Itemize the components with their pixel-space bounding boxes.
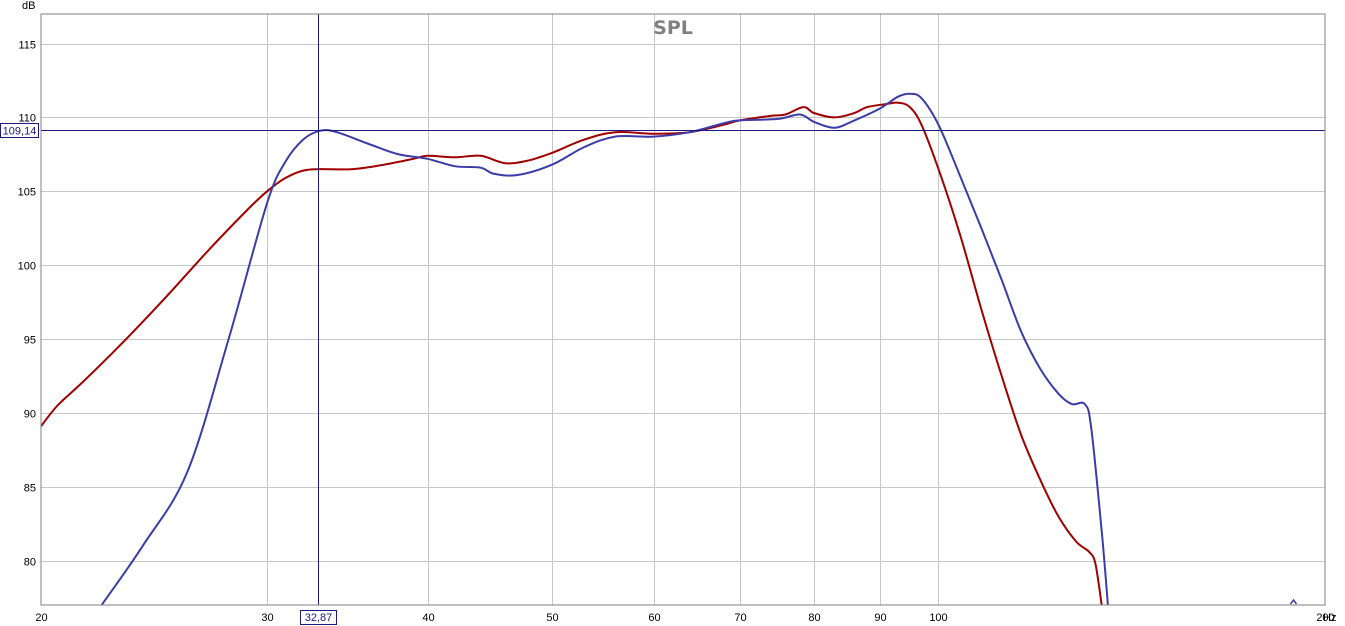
cursor[interactable]: 109,14 32,87 bbox=[0, 14, 1326, 625]
series-line-1 bbox=[41, 101, 1103, 605]
y-tick-label: 90 bbox=[24, 409, 36, 421]
x-tick-label: 90 bbox=[874, 612, 886, 624]
y-tick-label: 115 bbox=[18, 40, 36, 52]
x-axis-ticks: 20 30 40 50 60 70 80 90 100 200 bbox=[35, 612, 1334, 624]
y-axis-unit: dB bbox=[22, 0, 35, 12]
y-tick-label: 110 bbox=[18, 113, 36, 125]
x-tick-label: 60 bbox=[648, 612, 660, 624]
cursor-x-readout-box bbox=[300, 610, 337, 625]
y-tick-label: 85 bbox=[24, 483, 36, 495]
x-tick-label: 50 bbox=[546, 612, 558, 624]
series-line-2 bbox=[100, 92, 1109, 605]
x-tick-label: 100 bbox=[929, 612, 947, 624]
y-tick-label: 105 bbox=[18, 187, 36, 199]
y-tick-label: 100 bbox=[18, 261, 36, 273]
chart-title: SPL bbox=[653, 17, 693, 39]
x-axis-unit: Hz bbox=[1323, 612, 1336, 624]
x-tick-label: 200 bbox=[1316, 612, 1334, 624]
y-axis-ticks: 80 85 90 95 100 105 110 115 bbox=[18, 40, 36, 569]
series-artifact bbox=[1289, 598, 1298, 605]
y-tick-label: 80 bbox=[24, 557, 36, 569]
cursor-y-readout-box bbox=[0, 123, 39, 138]
x-tick-label: 70 bbox=[734, 612, 746, 624]
y-tick-label: 95 bbox=[24, 335, 36, 347]
grid bbox=[41, 14, 1325, 605]
x-tick-label: 30 bbox=[261, 612, 273, 624]
x-tick-label: 20 bbox=[35, 612, 47, 624]
plot-frame bbox=[40, 13, 1326, 606]
cursor-y-readout: 109,14 bbox=[3, 126, 37, 138]
x-tick-label: 40 bbox=[422, 612, 434, 624]
x-tick-label: 80 bbox=[808, 612, 820, 624]
cursor-x-readout: 32,87 bbox=[305, 612, 333, 624]
series-lines bbox=[41, 92, 1298, 605]
